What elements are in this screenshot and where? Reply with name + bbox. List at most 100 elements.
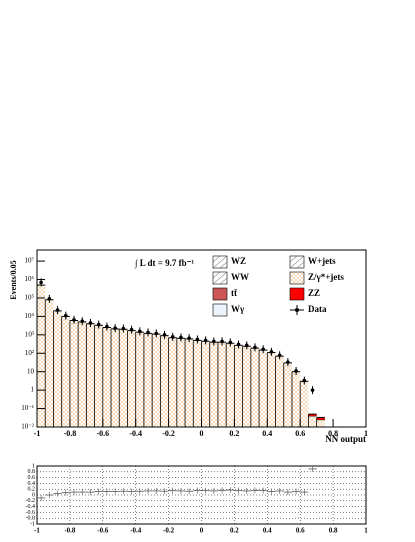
- data-point: [269, 350, 274, 354]
- histogram-bar: [69, 320, 79, 427]
- ratio-y-tick-label: -0.6: [26, 510, 36, 516]
- data-point: [63, 313, 68, 318]
- data-point: [187, 336, 191, 340]
- histogram-bar: [308, 415, 317, 427]
- histogram-bar: [152, 334, 161, 427]
- ratio-y-tick-label: 0.8: [28, 469, 36, 475]
- legend-swatch: [212, 287, 228, 301]
- ratio-y-tick-label: 1: [32, 463, 35, 469]
- histogram-bar: [242, 346, 251, 427]
- legend-label: Wγ: [231, 304, 245, 314]
- data-point: [179, 335, 183, 340]
- y-tick-label: 10⁷: [25, 257, 35, 265]
- histogram-bar: [160, 335, 169, 427]
- ratio-x-tick-label: 0.2: [230, 527, 239, 535]
- ratio-y-tick-label: -0.4: [26, 504, 36, 510]
- x-tick-label: 0.6: [295, 429, 305, 438]
- histogram-bar: [45, 299, 54, 427]
- legend-label: WZ: [231, 256, 246, 266]
- ratio-y-tick-label: -0.2: [26, 498, 36, 504]
- histogram-bar: [127, 330, 136, 427]
- x-tick-label: 1: [364, 429, 368, 438]
- histogram-bar: [53, 310, 62, 427]
- data-point: [39, 280, 43, 285]
- histogram-bar: [168, 337, 177, 427]
- data-point: [253, 345, 257, 350]
- histogram-bar: [267, 352, 276, 427]
- x-tick-label: 0: [200, 429, 204, 438]
- x-tick-label: -0.2: [162, 429, 175, 438]
- data-point: [80, 319, 85, 323]
- data-point: [302, 378, 307, 383]
- ratio-x-tick-label: -0.6: [97, 527, 109, 535]
- histogram-bar: [300, 381, 309, 427]
- y-tick-label: 10⁵: [25, 294, 35, 302]
- x-tick-label: -0.4: [129, 429, 142, 438]
- histogram-bar: [94, 325, 103, 427]
- x-tick-label: -1: [34, 429, 41, 438]
- legend-swatch: [212, 303, 228, 317]
- data-point: [113, 326, 117, 330]
- data-point: [72, 318, 76, 322]
- annotation: ∫ L dt = 9.7 fb⁻¹: [134, 258, 194, 269]
- y-tick-label: 10⁻²: [21, 423, 34, 431]
- ratio-x-tick-label: 0.4: [263, 527, 272, 535]
- ratio-x-tick-label: 0.6: [296, 527, 305, 535]
- data-point: [286, 360, 290, 364]
- data-point: [310, 388, 315, 392]
- histogram-bar: [316, 419, 325, 427]
- histogram-bar: [308, 414, 317, 416]
- data-point: [294, 369, 298, 373]
- y-tick-label: 1: [31, 386, 35, 394]
- data-point: [203, 338, 208, 343]
- ratio-y-tick-label: 0: [32, 492, 35, 498]
- legend-swatch: [289, 271, 305, 285]
- ratio-x-tick-label: -0.2: [163, 527, 175, 535]
- y-tick-label: 10³: [25, 330, 34, 338]
- y-tick-label: 10: [27, 367, 35, 375]
- data-point: [105, 324, 109, 329]
- legend-hatch: [212, 271, 228, 285]
- histogram-bar: [291, 371, 301, 427]
- ratio-x-tick-label: -0.4: [130, 527, 142, 535]
- data-point: [154, 331, 159, 336]
- y-axis-label: Events/0.05: [9, 260, 18, 299]
- ratio-x-tick-label: 0: [200, 527, 204, 535]
- data-point: [129, 327, 134, 332]
- histogram-bar: [176, 338, 186, 427]
- histogram-bar: [275, 356, 284, 427]
- histogram-bar: [119, 329, 128, 427]
- histogram-bar: [209, 342, 218, 427]
- data-point: [88, 321, 93, 325]
- histogram-bar: [250, 348, 260, 427]
- histogram-bar: [316, 417, 325, 420]
- histogram-bar: [61, 316, 70, 427]
- histogram-bar: [283, 362, 292, 427]
- histogram-bar: [226, 343, 235, 427]
- ratio-y-tick-label: -0.8: [26, 516, 36, 522]
- x-tick-label: 0.2: [229, 429, 239, 438]
- histogram-bar: [78, 321, 87, 427]
- data-point: [228, 340, 233, 345]
- ratio-x-tick-label: 0.8: [329, 527, 338, 535]
- legend-label: W+jets: [308, 256, 336, 266]
- ratio-x-tick-label: -0.8: [64, 527, 76, 535]
- histogram-bar: [86, 323, 95, 427]
- histogram-bar: [37, 285, 46, 427]
- legend-label: WW: [231, 272, 249, 282]
- x-tick-label: -0.6: [96, 429, 109, 438]
- data-point: [261, 347, 265, 352]
- ratio-x-tick-label: 1: [364, 527, 368, 535]
- data-point: [146, 330, 150, 335]
- data-point: [96, 322, 101, 327]
- legend-swatch: [289, 287, 305, 301]
- ratio-y-tick-label: 0.4: [28, 481, 36, 487]
- data-point: [236, 342, 241, 347]
- y-tick-label: 10⁴: [25, 312, 35, 320]
- legend-label: ZZ: [308, 288, 320, 298]
- ratio-y-tick-label: 0.2: [28, 487, 36, 493]
- data-point: [212, 339, 216, 344]
- histogram-bar: [234, 345, 243, 427]
- y-tick-label: 10²: [25, 349, 34, 357]
